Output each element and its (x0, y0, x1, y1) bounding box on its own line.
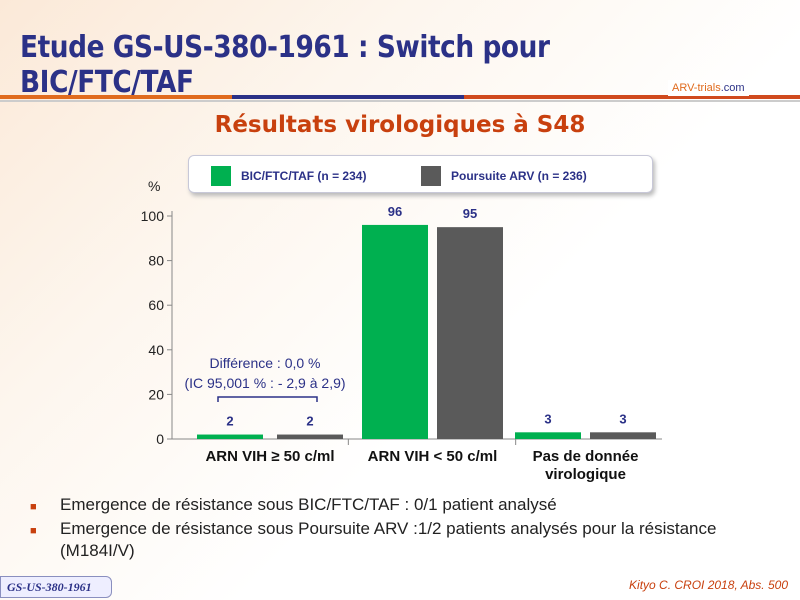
divider-shadow (0, 100, 800, 102)
note-item: ■ Emergence de résistance sous BIC/FTC/TA… (30, 494, 740, 518)
bullet-icon: ■ (30, 501, 37, 513)
data-label: 96 (388, 204, 402, 219)
x-tick-label: Pas de donnée (533, 448, 639, 465)
chart-title: Résultats virologiques à S48 (214, 112, 586, 138)
y-tick-label: 60 (148, 297, 164, 313)
divider (0, 95, 800, 99)
bar (362, 224, 428, 439)
y-tick-label: 0 (156, 431, 164, 447)
study-tag: GS-US-380-1961 (0, 576, 112, 598)
x-tick-label: ARN VIH < 50 c/ml (368, 448, 498, 465)
note-text: Emergence de résistance sous BIC/FTC/TAF… (60, 495, 557, 514)
data-label: 2 (306, 414, 313, 429)
y-tick-label: 40 (148, 342, 164, 358)
bar (437, 227, 503, 439)
bar (590, 432, 656, 439)
data-label: 3 (544, 411, 551, 426)
legend-swatch (421, 166, 441, 186)
bar (277, 434, 343, 439)
x-tick-label: ARN VIH ≥ 50 c/ml (205, 448, 334, 465)
bullet-icon: ■ (30, 525, 37, 537)
comparison-bracket (217, 396, 318, 402)
slide-title: Etude GS-US-380-1961 : Switch pour BIC/F… (20, 30, 550, 100)
y-axis-label: % (148, 178, 160, 194)
legend-item-bic: BIC/FTC/TAF (n = 234) (211, 166, 366, 186)
legend-label: Poursuite ARV (n = 236) (451, 169, 587, 183)
data-label: 2 (226, 414, 233, 429)
arv-trials-logo: ARV-trials.com (668, 80, 749, 96)
legend-swatch (211, 166, 231, 186)
legend-item-poursuite: Poursuite ARV (n = 236) (421, 166, 587, 186)
notes: ■ Emergence de résistance sous BIC/FTC/TA… (30, 494, 740, 562)
annotation-difference: Différence : 0,0 % (209, 355, 320, 371)
y-tick-label: 20 (148, 386, 164, 402)
legend: BIC/FTC/TAF (n = 234) Poursuite ARV (n =… (188, 155, 653, 193)
data-label: 3 (619, 411, 626, 426)
bar (515, 432, 581, 439)
note-text: Emergence de résistance sous Poursuite A… (60, 519, 717, 560)
legend-label: BIC/FTC/TAF (n = 234) (241, 169, 367, 183)
bar (197, 434, 263, 439)
annotation-ci: (IC 95,001 % : - 2,9 à 2,9) (184, 375, 345, 391)
citation: Kityo C. CROI 2018, Abs. 500 (629, 578, 788, 592)
data-label: 95 (463, 206, 477, 221)
y-tick-label: 80 (148, 253, 164, 269)
y-tick-label: 100 (141, 208, 165, 224)
note-item: ■ Emergence de résistance sous Poursuite … (30, 518, 740, 562)
x-tick-label: virologique (545, 466, 626, 483)
